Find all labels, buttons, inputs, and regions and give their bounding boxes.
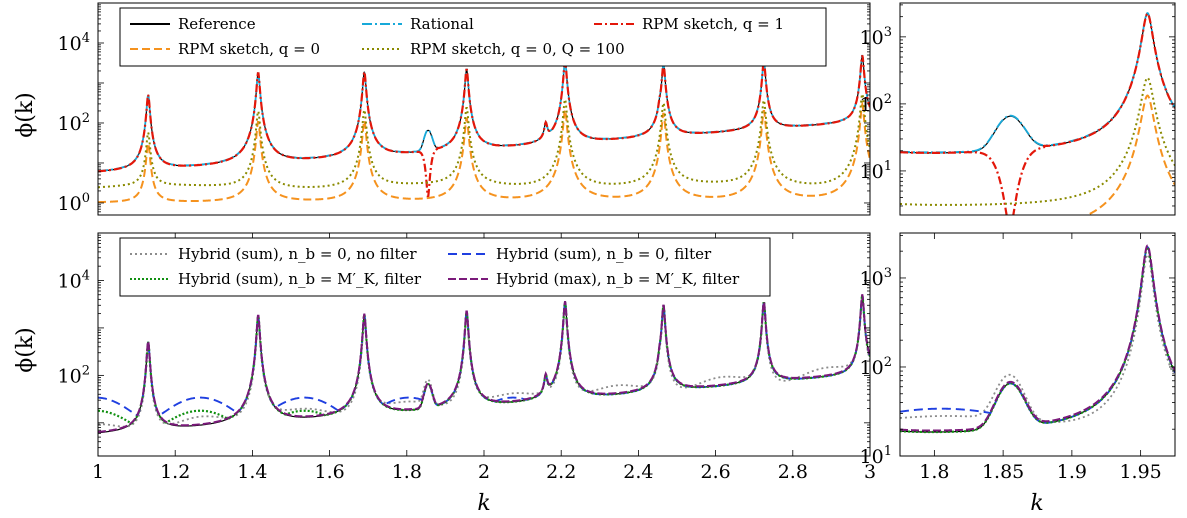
legend-entry-label: Hybrid (sum), n_b = 0, no filter bbox=[178, 245, 417, 263]
x-tick-label: 2.2 bbox=[546, 461, 576, 483]
legend-entry-label: Hybrid (sum), n_b = 0, filter bbox=[496, 245, 712, 263]
series-line-br-4 bbox=[900, 244, 1175, 432]
series-group-br bbox=[900, 244, 1175, 434]
series-line-br-3 bbox=[900, 245, 1175, 434]
x-tick-label: 2.6 bbox=[700, 461, 730, 483]
series-line-bl-3 bbox=[98, 294, 870, 425]
series-group-tl bbox=[98, 54, 870, 204]
x-tick-label: 1 bbox=[92, 461, 104, 483]
x-tick-label: 1.4 bbox=[237, 461, 267, 483]
y-tick-label: 102 bbox=[860, 92, 892, 116]
x-tick-label: 1.8 bbox=[392, 461, 422, 483]
x-axis-label-br: k bbox=[1030, 491, 1043, 516]
series-line-tr-2 bbox=[900, 12, 1175, 215]
series-group-bl bbox=[98, 294, 870, 434]
legend-box-bl bbox=[119, 237, 771, 297]
x-tick-label: 1.8 bbox=[919, 461, 949, 483]
ticks-tr: 101 102 103 bbox=[860, 4, 1175, 207]
y-tick-label: 102 bbox=[58, 111, 90, 135]
x-tick-label: 1.2 bbox=[160, 461, 190, 483]
x-tick-label: 3 bbox=[864, 461, 876, 483]
y-tick-label: 100 bbox=[58, 191, 90, 215]
legend-entry-label: RPM sketch, q = 0, Q = 100 bbox=[410, 40, 625, 58]
x-tick-label: 2.4 bbox=[623, 461, 653, 483]
series-line-tl-0 bbox=[98, 55, 870, 172]
legend-entry-label: RPM sketch, q = 0 bbox=[178, 40, 320, 58]
panel-bottom-left: 102 104 1 1.2 1.4 1.6 1.8 2 2.2 2.4 2.6 2.8 3 ϕ(k) k… bbox=[13, 232, 876, 516]
x-tick-label: 1.9 bbox=[1057, 461, 1087, 483]
legend-entry-label: RPM sketch, q = 1 bbox=[642, 15, 784, 33]
y-tick-label: 101 bbox=[860, 444, 892, 468]
series-line-br-1 bbox=[900, 253, 1175, 424]
y-tick-label: 104 bbox=[58, 268, 90, 292]
legend-tl: Reference Rational RPM sketch, q = 1 RPM sk… bbox=[119, 7, 827, 67]
y-tick-label: 102 bbox=[58, 363, 90, 387]
ticks-tl: 100 102 104 bbox=[58, 2, 870, 216]
y-tick-label: 104 bbox=[58, 31, 90, 55]
axes-frame-br bbox=[899, 232, 1176, 457]
x-tick-label: 1.95 bbox=[1119, 461, 1161, 483]
y-tick-label: 102 bbox=[860, 355, 892, 379]
y-tick-label: 103 bbox=[860, 266, 892, 290]
panel-top-right: 101 102 103 bbox=[860, 2, 1176, 216]
series-line-bl-0 bbox=[98, 295, 870, 434]
legend-entry-label: Hybrid (sum), n_b = M′_K, filter bbox=[178, 270, 422, 288]
series-line-bl-4 bbox=[98, 294, 870, 433]
y-tick-label: 101 bbox=[860, 159, 892, 183]
series-line-tl-3 bbox=[98, 100, 870, 204]
series-line-tl-4 bbox=[98, 90, 870, 189]
y-axis-label-tl: ϕ(k) bbox=[13, 92, 38, 138]
legend-entry-label: Hybrid (max), n_b = M′_K, filter bbox=[496, 270, 740, 288]
series-line-tr-1 bbox=[900, 12, 1175, 154]
x-tick-label: 2.8 bbox=[778, 461, 808, 483]
panel-bottom-right: 101 102 103 1.8 1.85 1.9 1.95 k bbox=[860, 232, 1176, 516]
panel-top-left: 100 102 104 ϕ(k) Reference Rational RPM sket… bbox=[13, 2, 871, 216]
legend-box-tl bbox=[119, 7, 827, 67]
y-axis-label-bl: ϕ(k) bbox=[13, 327, 38, 373]
legend-entry-label: Reference bbox=[178, 15, 256, 33]
x-tick-label: 1.6 bbox=[314, 461, 344, 483]
x-tick-label: 2 bbox=[478, 461, 490, 483]
series-line-tr-4 bbox=[900, 76, 1175, 206]
x-tick-label: 1.85 bbox=[982, 461, 1024, 483]
series-line-br-0 bbox=[900, 246, 1175, 433]
ticks-br: 101 102 103 1.8 1.85 1.9 1.95 bbox=[860, 233, 1175, 483]
series-line-br-2 bbox=[900, 246, 1175, 424]
series-line-tr-3 bbox=[1085, 94, 1175, 215]
legend-bl: Hybrid (sum), n_b = 0, no filter Hybrid (… bbox=[119, 237, 771, 297]
series-line-tl-1 bbox=[98, 54, 870, 172]
x-axis-label-bl: k bbox=[477, 491, 490, 516]
legend-entry-label: Rational bbox=[410, 15, 474, 33]
axes-frame-tr bbox=[899, 2, 1176, 216]
ticks-bl: 102 104 1 1.2 1.4 1.6 1.8 2 2.2 2.4 2.6 2.8 3 bbox=[58, 232, 876, 483]
series-line-tr-0 bbox=[900, 13, 1175, 154]
series-group-tr bbox=[900, 12, 1175, 215]
y-tick-label: 103 bbox=[860, 25, 892, 49]
axes-frame-tl bbox=[97, 2, 871, 216]
series-line-tl-2 bbox=[98, 55, 870, 198]
series-line-bl-1 bbox=[98, 296, 870, 428]
